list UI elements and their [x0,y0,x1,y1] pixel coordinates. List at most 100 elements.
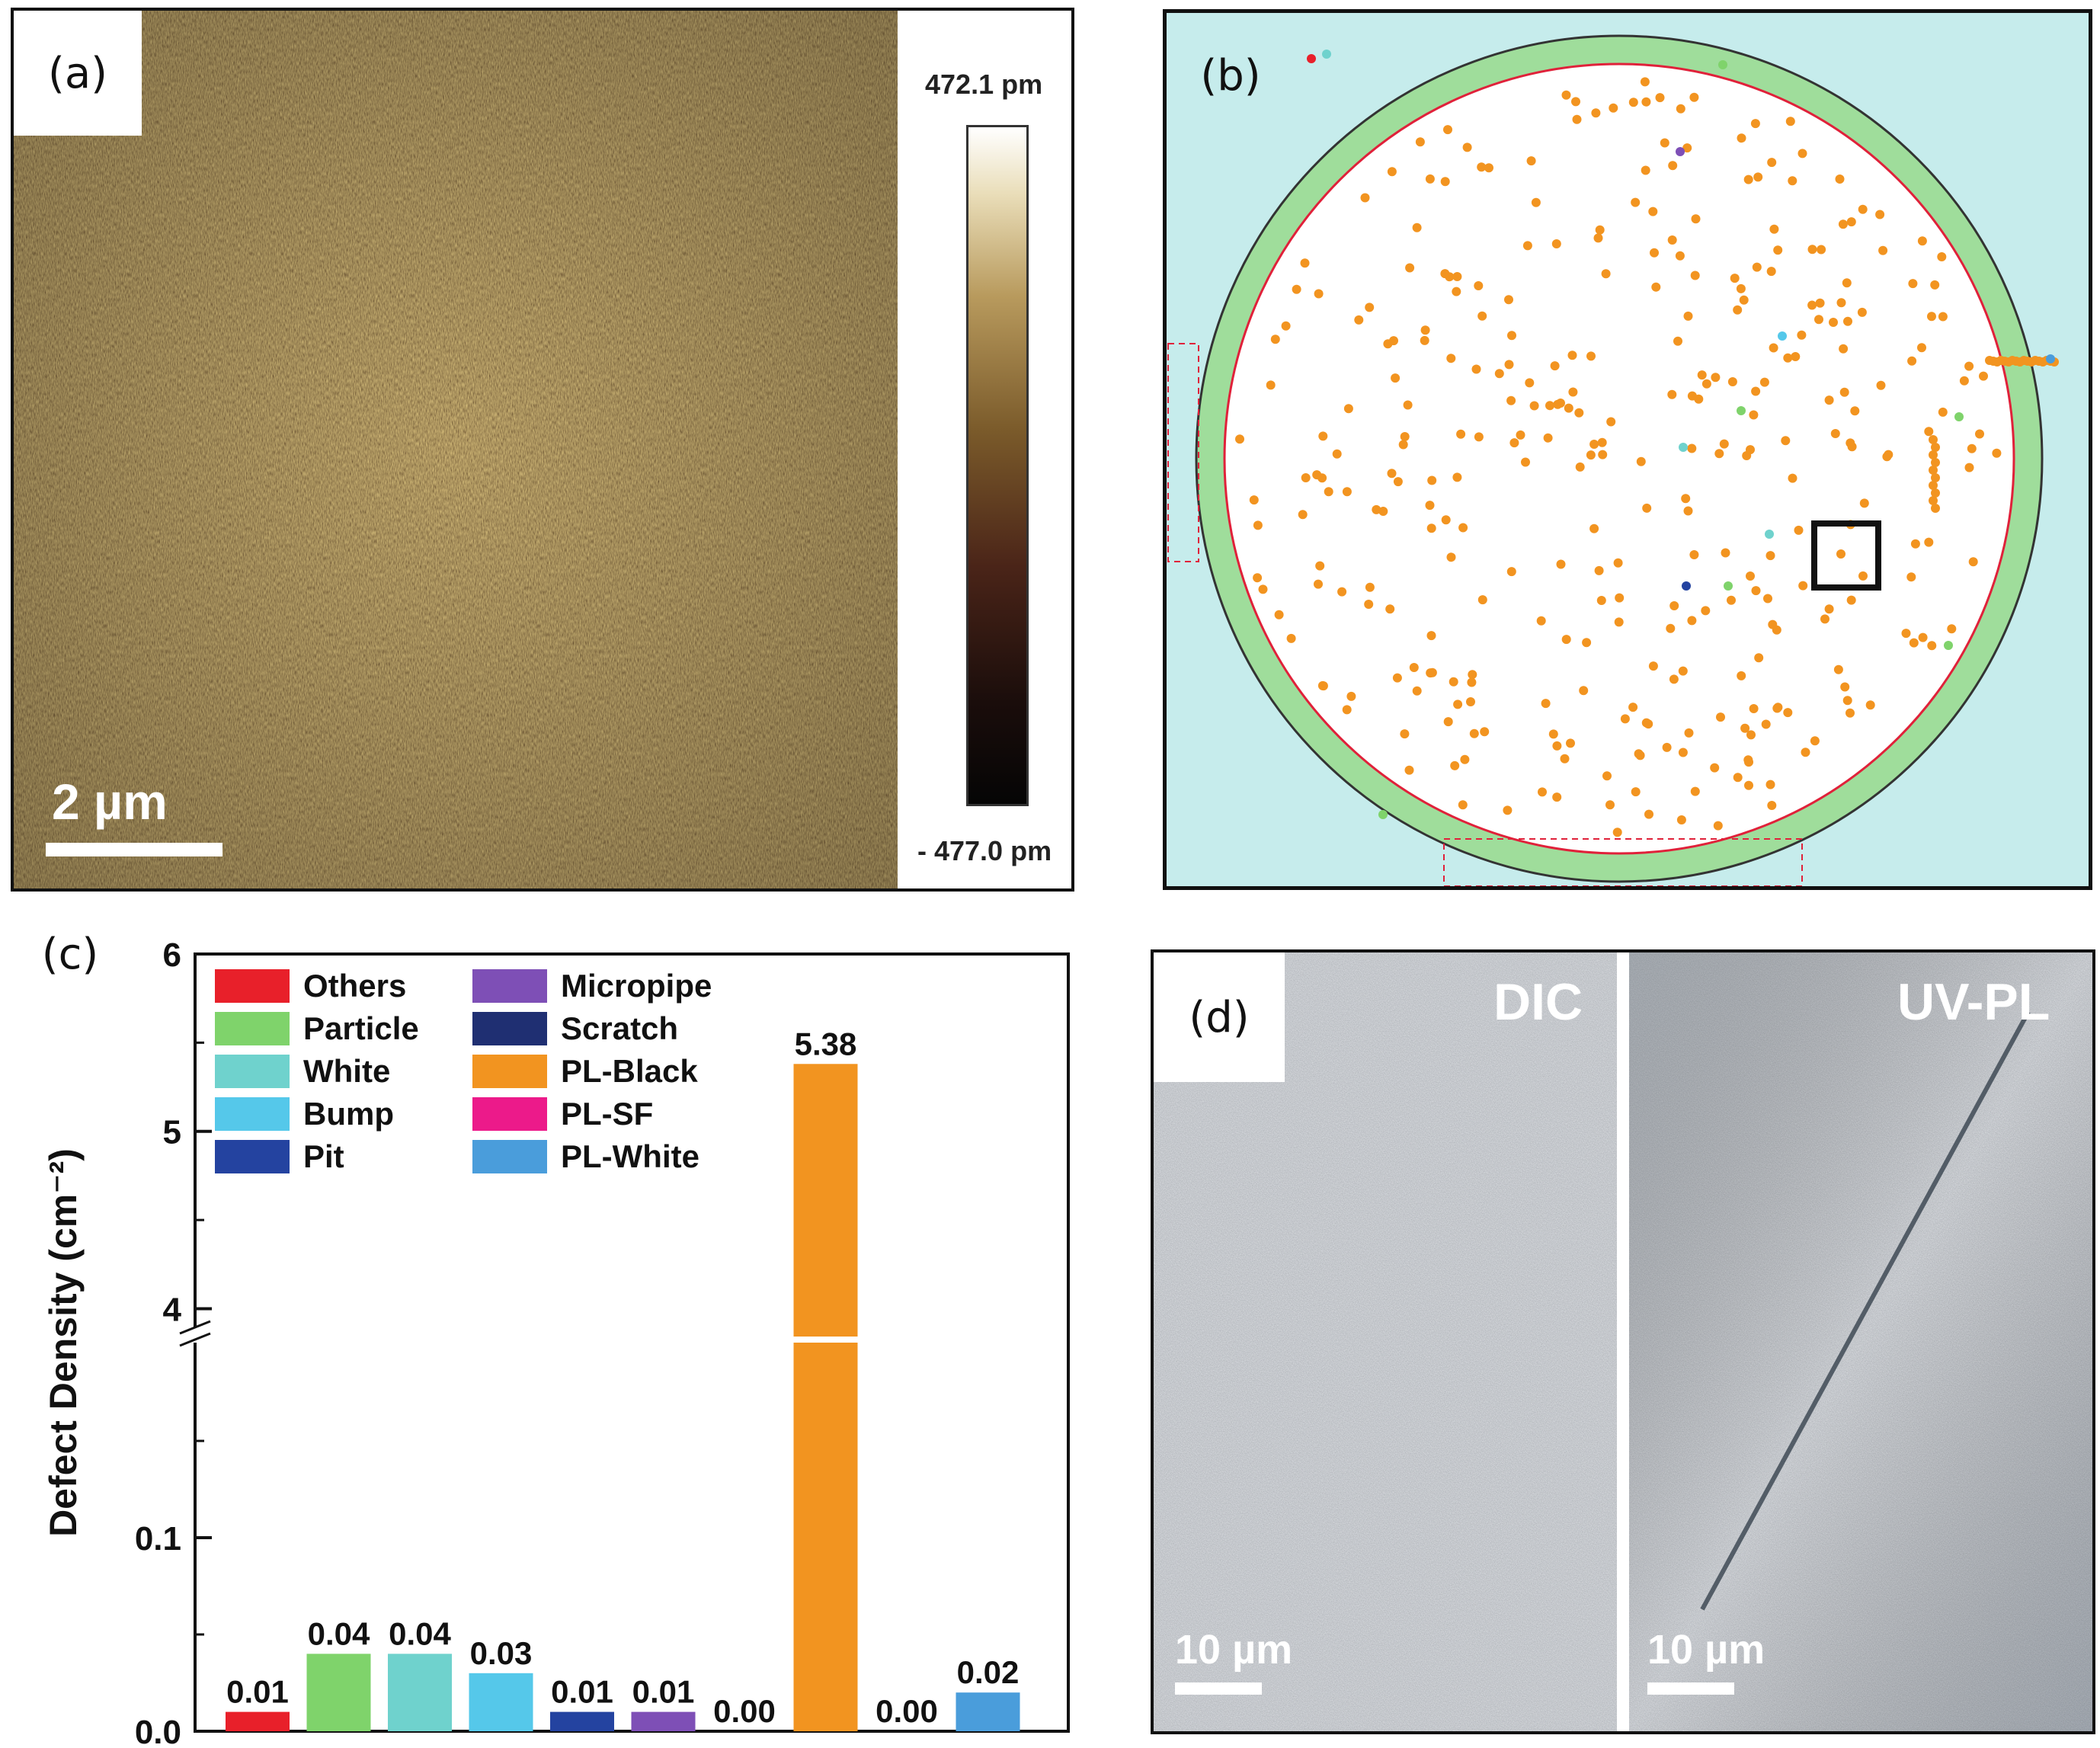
defect-dot [1736,283,1746,293]
defect-dot [1669,674,1679,684]
defect-dot [1817,245,1826,255]
defect-dot [1449,677,1458,687]
bar-bump [469,1673,533,1731]
defect-dot [1582,638,1592,648]
defect-dot [1675,251,1685,261]
defect-dot [1667,389,1677,399]
defect-dot [1516,430,1525,440]
defect-dot [1835,174,1845,184]
defect-dot [1556,559,1566,569]
legend-label: Particle [303,1010,419,1046]
defect-dot [1468,670,1477,680]
defect-dot [1773,703,1783,712]
colorbar-min-label: - 477.0 pm [917,835,1052,866]
uvpl-title: UV-PL [1897,973,2050,1031]
defect-dot [1270,335,1280,344]
defect-dot [1882,452,1892,462]
defect-dot [1910,539,1920,549]
defect-dot [1543,433,1553,443]
defect-dot [1846,595,1856,605]
defect-dot [1560,754,1570,764]
defect-dot [1766,267,1776,277]
bar-break-gap [792,1337,860,1343]
defect-dot [1765,530,1774,539]
defect-dot [1918,632,1928,642]
defect-dot [1462,142,1472,152]
defect-dot [1927,312,1936,322]
defect-dot [1281,321,1291,331]
defect-dot [1589,440,1599,449]
defect-dot [1850,406,1860,416]
bar-pl-black [793,1064,858,1731]
defect-dot [1452,272,1462,281]
defect-dot [1631,787,1641,797]
defect-dot [1446,354,1456,363]
defect-dot [1858,571,1868,581]
wafer-inner-area [1223,62,2015,855]
defect-dot [1477,162,1487,172]
defect-dot [1529,401,1539,411]
defect-dot [1593,233,1603,243]
defect-dot [1842,696,1852,706]
defect-dots [1235,50,2059,837]
defect-dot [1550,361,1560,371]
data-label: 0.00 [713,1693,776,1729]
defect-dot [1761,719,1771,729]
defect-dot [1820,614,1829,624]
defect-dot [1594,565,1604,575]
defect-dot [1536,616,1546,626]
defect-dot [1342,487,1352,497]
data-label: 0.04 [389,1615,451,1651]
defect-dot [1944,641,1953,650]
defect-dot [1979,371,1988,381]
defect-dot [1765,551,1775,561]
defect-dot [1597,437,1607,447]
axis-break-mark [179,1320,211,1335]
defect-dot [1840,682,1850,692]
defect-dot [1648,206,1658,216]
defect-dot [1412,686,1422,696]
defect-dot [1858,204,1868,214]
legend-label: PL-Black [561,1053,698,1089]
defect-dot [1566,738,1575,748]
defect-dot [1318,431,1328,441]
defect-dot [1865,700,1875,710]
defect-dot [1426,631,1436,641]
defect-dot [1403,400,1413,410]
data-label: 0.01 [632,1674,695,1710]
defect-dot [1235,434,1244,444]
defect-dot [1415,137,1425,147]
defect-dot [1425,501,1435,511]
defect-dot [1964,463,1974,472]
defect-dot [1636,456,1646,466]
defect-dot [1713,821,1723,831]
defect-dot [1754,653,1764,663]
defect-dot [1931,473,1940,482]
defect-dot [1719,439,1729,449]
defect-dot [1743,174,1753,184]
defect-dot [1794,525,1804,535]
defect-dot [1393,477,1403,487]
defect-dot [1769,224,1779,234]
defect-dot [1783,708,1793,718]
defect-dot [1714,449,1724,459]
legend-swatch [215,1055,290,1088]
legend-swatch [472,1097,547,1131]
defect-dot [1609,103,1618,113]
defect-dot [1929,435,1938,444]
dic-title: DIC [1493,973,1583,1031]
legend-label: Others [303,968,406,1004]
defect-dot [1839,387,1849,397]
defect-dot [1927,641,1937,651]
defect-dot [1733,305,1743,315]
defect-dot [1378,810,1388,819]
defect-dot [1317,680,1327,690]
defect-dot [1552,741,1562,751]
defect-dot [1931,504,1940,513]
defect-dot [1733,773,1743,783]
defect-dot [1360,193,1370,203]
defect-dot [1838,219,1848,229]
bar-particle [306,1654,371,1731]
defect-dot [1452,287,1461,296]
legend-swatch [472,1055,547,1088]
